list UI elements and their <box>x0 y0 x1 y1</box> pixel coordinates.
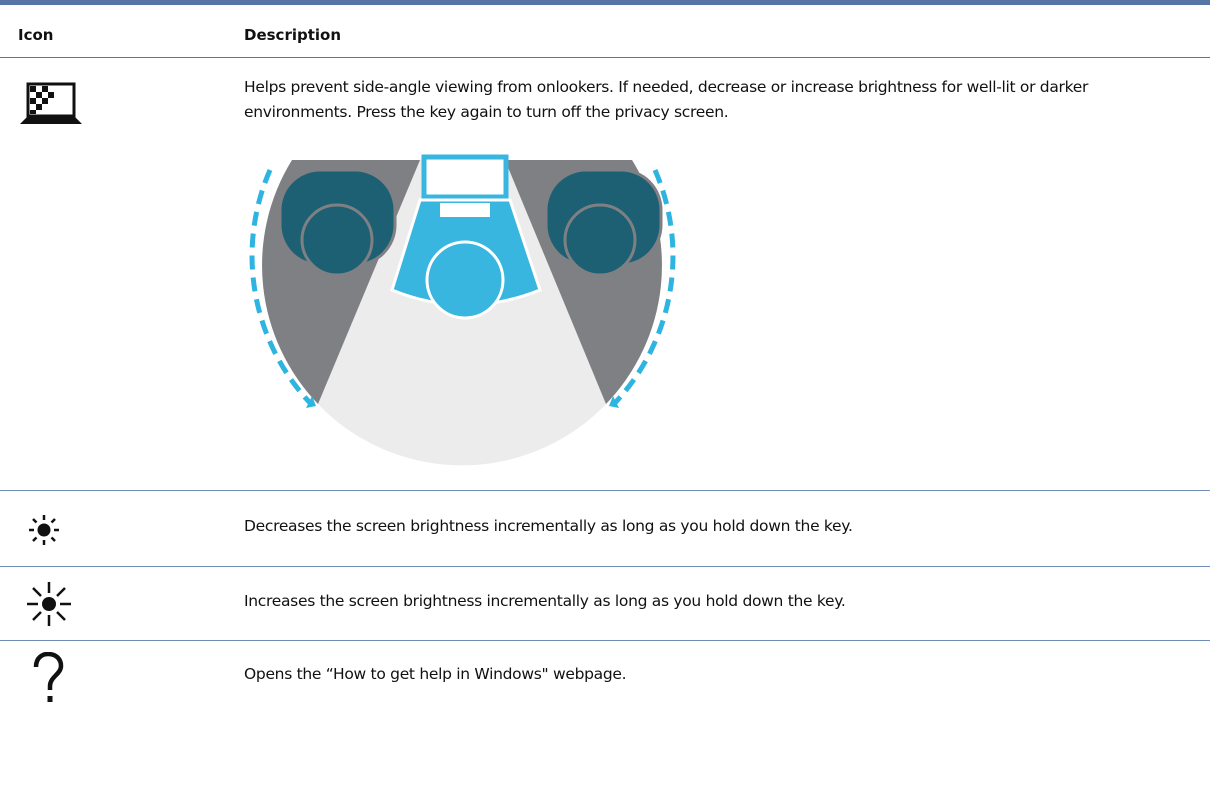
brightness-down-icon <box>29 515 59 545</box>
row-rule <box>0 640 1210 641</box>
row-description: Helps prevent side-angle viewing from on… <box>244 78 1089 121</box>
header-icon: Icon <box>18 26 54 44</box>
header-rule <box>0 57 1210 58</box>
help-icon <box>33 652 64 702</box>
header-description: Description <box>244 26 342 44</box>
row-description: Decreases the screen brightness incremen… <box>244 517 853 535</box>
row-rule <box>0 490 1210 491</box>
brightness-up-icon <box>27 582 71 626</box>
privacy-illustration <box>249 154 676 466</box>
privacy-icon <box>20 82 82 124</box>
top-border <box>0 0 1210 5</box>
row-description: Opens the “How to get help in Windows" w… <box>244 665 627 683</box>
row-rule <box>0 566 1210 567</box>
row-description: Increases the screen brightness incremen… <box>244 592 846 610</box>
